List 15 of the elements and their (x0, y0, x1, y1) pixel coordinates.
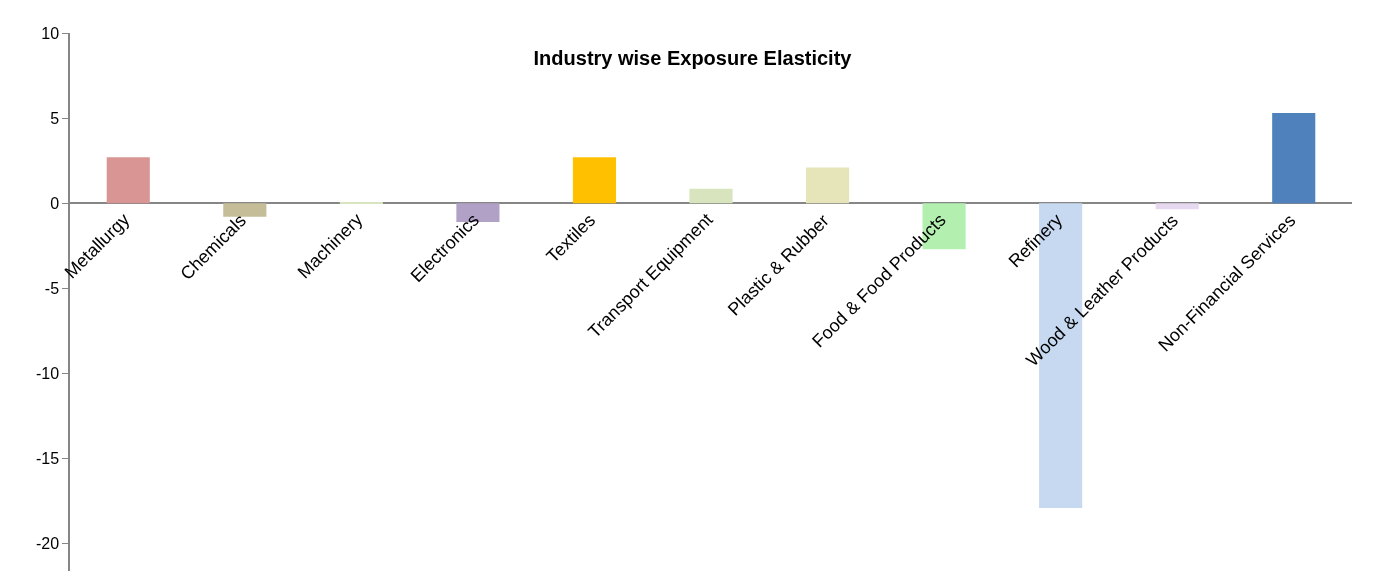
y-tick-label: -10 (35, 365, 60, 383)
text: Industry wise Exposure Elasticity (533, 47, 853, 69)
y-tick-label: -20 (35, 535, 60, 553)
bar (106, 157, 150, 204)
bar (805, 167, 850, 204)
y-tick-label: 5 (50, 109, 60, 127)
bar (1155, 203, 1199, 210)
y-tick-label: -5 (44, 279, 60, 297)
bar (223, 203, 267, 217)
y-tick-label: 0 (50, 194, 60, 212)
bar (1272, 113, 1316, 204)
bar (572, 157, 617, 204)
y-tick-label: -15 (35, 450, 60, 468)
y-tick-label: 10 (41, 24, 60, 42)
bar (689, 188, 733, 204)
